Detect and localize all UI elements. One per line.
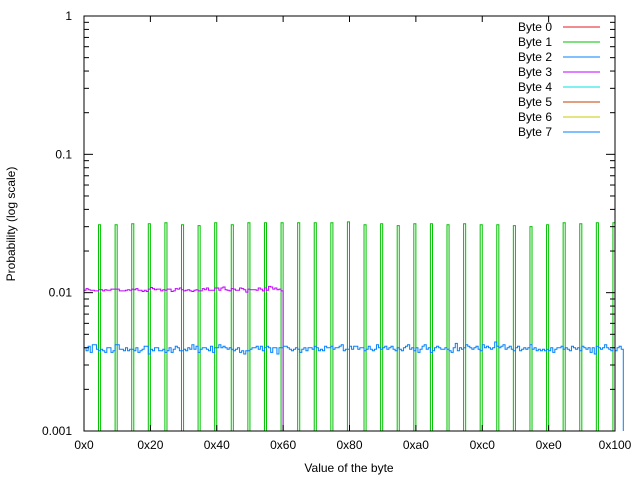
- x-axis-label: Value of the byte: [304, 461, 394, 475]
- x-tick-label: 0x100: [599, 438, 632, 452]
- legend-label: Byte 4: [518, 80, 552, 94]
- y-tick-label: 0.001: [42, 424, 72, 438]
- x-tick-label: 0x80: [336, 438, 362, 452]
- legend-label: Byte 2: [518, 50, 552, 64]
- legend-label: Byte 0: [518, 20, 552, 34]
- y-axis-label: Probability (log scale): [4, 167, 18, 282]
- series-line-byte-7: [84, 341, 624, 431]
- legend-label: Byte 5: [518, 95, 552, 109]
- y-tick-label: 0.01: [49, 286, 73, 300]
- series-line-byte-1: [84, 221, 616, 432]
- x-tick-label: 0xe0: [536, 438, 562, 452]
- x-tick-label: 0x60: [270, 438, 296, 452]
- x-tick-label: 0x0: [74, 438, 94, 452]
- axis-ticks: 0x0 0x20 0x40 0x60 0x80 0xa0 0xc0 0xe0 0x100 1 0.1…: [42, 9, 632, 452]
- legend-label: Byte 3: [518, 65, 552, 79]
- legend-label: Byte 7: [518, 125, 552, 139]
- series-line-byte-3: [84, 285, 284, 431]
- y-tick-label: 0.1: [55, 147, 72, 161]
- x-tick-label: 0x40: [204, 438, 230, 452]
- x-tick-label: 0xa0: [403, 438, 429, 452]
- legend-label: Byte 1: [518, 35, 552, 49]
- legend-label: Byte 6: [518, 110, 552, 124]
- x-tick-label: 0xc0: [470, 438, 496, 452]
- y-tick-label: 1: [65, 9, 72, 23]
- x-tick-label: 0x20: [137, 438, 163, 452]
- plot-lines: [84, 221, 624, 432]
